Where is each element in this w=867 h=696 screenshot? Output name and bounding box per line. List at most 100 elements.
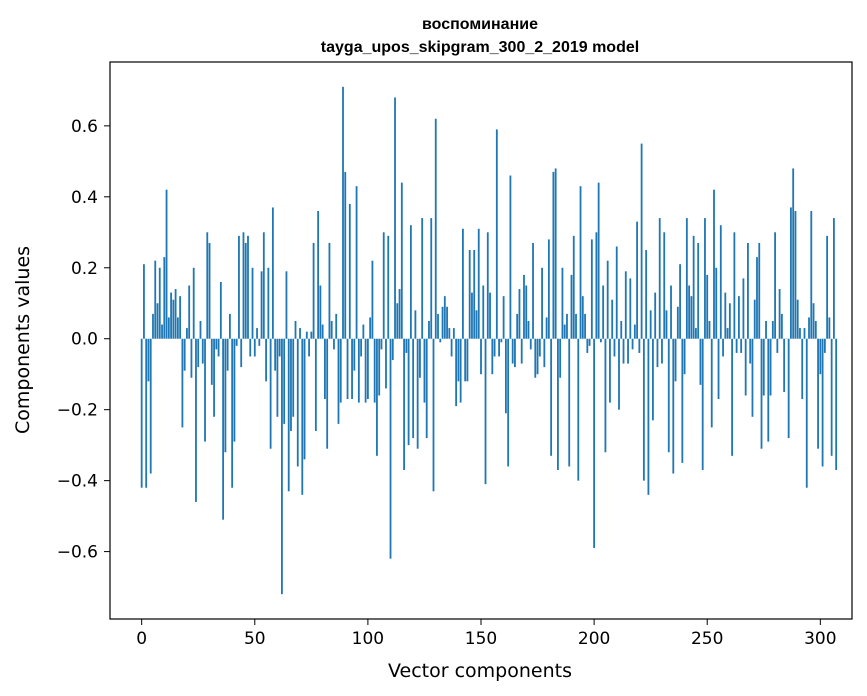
- bar-component-106: [380, 338, 383, 350]
- bar-component-205: [604, 338, 607, 453]
- bar-component-91: [346, 338, 349, 400]
- bar-component-122: [416, 338, 419, 449]
- bar-component-101: [369, 317, 372, 339]
- x-axis-label: Vector components: [388, 660, 572, 682]
- bar-component-46: [244, 242, 247, 339]
- bar-component-88: [339, 338, 342, 403]
- x-tick-label: 150: [465, 629, 497, 649]
- bar-component-143: [464, 338, 467, 382]
- bar-component-280: [774, 232, 776, 339]
- bar-component-92: [348, 203, 351, 339]
- bar-component-152: [484, 338, 487, 485]
- bar-component-141: [459, 338, 462, 403]
- bar-component-237: [676, 306, 679, 339]
- bar-component-288: [792, 168, 795, 339]
- bar-component-82: [326, 338, 329, 449]
- x-tick-label: 0: [136, 629, 147, 649]
- bar-component-18: [181, 338, 184, 428]
- bar-component-277: [767, 338, 770, 442]
- bar-component-196: [584, 313, 586, 339]
- bar-component-217: [631, 338, 634, 350]
- bar-component-172: [529, 338, 532, 350]
- bar-component-25: [197, 338, 200, 368]
- bar-component-83: [328, 242, 331, 339]
- bar-component-222: [642, 338, 645, 481]
- bar-component-6: [154, 260, 157, 339]
- bar-component-203: [599, 338, 602, 343]
- x-tick-label: 200: [578, 629, 610, 649]
- bar-component-292: [801, 338, 804, 400]
- bar-component-77: [314, 338, 317, 431]
- y-axis-label: Components values: [12, 246, 34, 434]
- bar-component-87: [337, 338, 340, 424]
- y-tick-label: 0.0: [71, 330, 98, 350]
- bar-component-303: [826, 235, 829, 339]
- bar-component-187: [563, 324, 566, 339]
- bar-component-70: [299, 328, 301, 339]
- bar-component-129: [432, 338, 435, 492]
- bar-component-114: [398, 289, 401, 339]
- bar-component-80: [321, 324, 324, 339]
- y-tick-label: 0.2: [71, 259, 98, 279]
- bar-component-40: [231, 338, 234, 488]
- bar-component-75: [310, 331, 313, 339]
- bar-component-126: [425, 338, 428, 439]
- bar-component-94: [353, 338, 356, 371]
- bar-component-169: [523, 274, 525, 339]
- bar-component-149: [477, 228, 480, 339]
- bar-component-181: [550, 338, 553, 456]
- bar-component-245: [695, 328, 697, 339]
- bar-component-180: [547, 239, 550, 339]
- bar-component-286: [787, 338, 790, 439]
- bar-component-281: [776, 338, 779, 353]
- bar-component-5: [152, 313, 154, 339]
- bar-component-162: [507, 338, 510, 467]
- bar-component-42: [235, 338, 238, 346]
- bar-component-14: [172, 299, 175, 339]
- bar-component-170: [525, 285, 528, 339]
- bar-component-295: [808, 317, 810, 339]
- bar-component-220: [638, 338, 641, 353]
- bar-component-53: [260, 271, 263, 339]
- bar-component-174: [534, 338, 537, 378]
- bar-component-253: [713, 189, 715, 339]
- bar-component-171: [527, 320, 530, 339]
- bar-component-279: [771, 320, 774, 339]
- bar-component-26: [199, 320, 202, 339]
- bar-component-207: [609, 338, 611, 403]
- x-tick-label: 50: [244, 629, 266, 649]
- bar-component-195: [581, 296, 584, 339]
- bar-component-52: [258, 338, 261, 346]
- bar-component-47: [247, 235, 249, 339]
- bar-component-35: [219, 281, 222, 339]
- bar-component-155: [491, 338, 494, 375]
- bar-component-133: [441, 306, 444, 339]
- bar-component-289: [794, 211, 797, 339]
- bar-component-105: [378, 338, 381, 396]
- bar-component-71: [301, 338, 304, 495]
- bar-component-264: [737, 296, 740, 339]
- bar-component-206: [606, 260, 609, 339]
- bar-component-116: [403, 338, 405, 470]
- bar-component-177: [541, 267, 543, 339]
- bar-component-230: [661, 338, 663, 364]
- bar-component-37: [224, 338, 227, 453]
- bar-component-54: [262, 232, 265, 339]
- bar-component-252: [710, 338, 713, 428]
- bar-component-103: [373, 338, 376, 403]
- bar-component-270: [751, 338, 754, 417]
- y-tick-label: 0.6: [71, 117, 98, 137]
- bar-component-159: [500, 338, 503, 343]
- bar-component-22: [190, 338, 193, 378]
- bar-component-182: [552, 171, 555, 339]
- bar-component-44: [240, 338, 243, 368]
- bar-component-146: [471, 292, 473, 339]
- bar-component-261: [731, 338, 734, 456]
- bar-component-58: [271, 207, 274, 339]
- bar-component-219: [636, 221, 638, 339]
- bar-component-21: [188, 285, 191, 339]
- bar-component-202: [597, 182, 600, 339]
- bar-component-62: [281, 338, 283, 595]
- bar-component-121: [414, 310, 417, 339]
- bar-component-68: [294, 320, 297, 339]
